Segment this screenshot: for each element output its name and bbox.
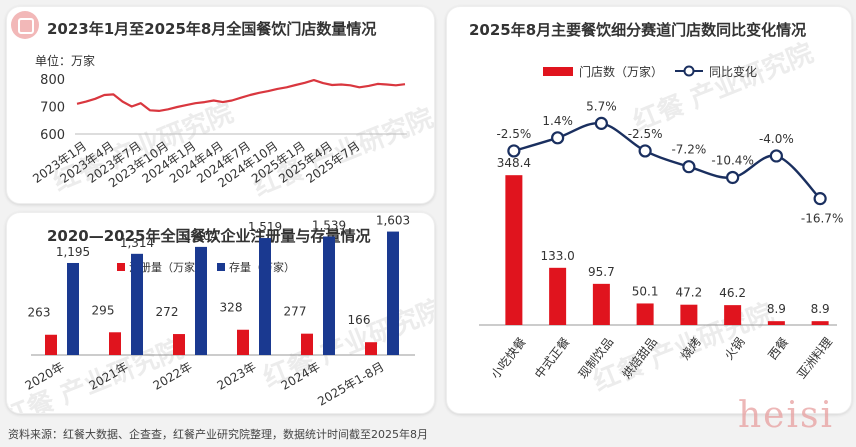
- bar-data-label: 348.4: [497, 156, 531, 170]
- x-tick-label: 火锅: [721, 334, 748, 362]
- line-data-label: -2.5%: [628, 127, 663, 141]
- legend-label: 门店数（万家）: [579, 64, 663, 79]
- data-label: 272: [156, 305, 179, 319]
- data-label: 166: [348, 313, 371, 327]
- legend-swatch: [217, 263, 225, 271]
- store-count-bar: [724, 305, 742, 325]
- bar-data-label: 8.9: [811, 302, 830, 316]
- yoy-marker: [726, 170, 740, 185]
- store-count-bar: [505, 175, 523, 325]
- stock-bar: [131, 253, 143, 355]
- registration-stock-bar-chart: 注册量（万家）存量（万家）2631,1952020年2951,3142021年2…: [23, 214, 415, 409]
- segment-combo-chart: 门店数（万家） 同比变化 348.4 小吃快餐 133.0 中式正餐 95.7 现制饮品 50.…: [479, 64, 843, 381]
- chart1-title: 2023年1月至2025年8月全国餐饮门店数量情况: [47, 20, 377, 38]
- store-count-bar: [811, 321, 829, 325]
- y-tick-label: 600: [40, 128, 65, 143]
- store-count-line-chart: 单位：万家8007006002023年1月2023年4月2023年7月2023年…: [30, 53, 407, 190]
- line-data-label: -16.7%: [801, 212, 843, 226]
- data-label: 1,314: [120, 236, 154, 250]
- x-tick-label: 烧烤: [677, 334, 704, 362]
- chart3-title: 2025年8月主要餐饮细分赛道门店数同比变化情况: [469, 21, 807, 39]
- chart2-title: 2020—2025年全国餐饮企业注册量与存量情况: [47, 227, 371, 245]
- stock-bar: [323, 236, 335, 355]
- registration-bar: [109, 332, 121, 355]
- store-count-bar: [767, 321, 785, 325]
- data-label: 295: [92, 303, 115, 317]
- registration-stock-card: 红餐 产业研究院 红餐 产业研究院 2020—2025年全国餐饮企业注册量与存量…: [6, 212, 435, 414]
- x-tick-label: 2020年: [23, 359, 67, 392]
- x-tick-label: 2025年1-8月: [315, 359, 386, 408]
- yoy-marker: [507, 144, 521, 158]
- x-tick-label: 2022年: [151, 359, 195, 392]
- line-data-label: -7.2%: [671, 143, 706, 157]
- x-tick-label: 2021年: [87, 359, 131, 392]
- data-label: 328: [220, 301, 243, 315]
- store-count-bar: [680, 304, 698, 325]
- yoy-marker: [551, 131, 565, 145]
- legend-label: 同比变化: [709, 64, 757, 79]
- hongcan-logo-icon: [11, 11, 39, 39]
- bar-data-label: 50.1: [632, 284, 659, 298]
- yoy-marker: [638, 144, 652, 158]
- yoy-marker: [594, 116, 608, 130]
- bar-data-label: 133.0: [540, 249, 574, 263]
- data-label: 263: [28, 306, 51, 320]
- store-count-bar: [549, 267, 567, 325]
- registration-bar: [365, 342, 377, 355]
- legend-swatch: [117, 263, 125, 271]
- line-data-label: -10.4%: [711, 153, 753, 167]
- bar-data-label: 8.9: [767, 302, 786, 316]
- registration-bar: [301, 333, 313, 355]
- x-tick-label: 亚洲料理: [794, 335, 835, 381]
- stock-bar: [387, 231, 399, 355]
- line-data-label: 5.7%: [586, 99, 617, 113]
- bar-data-label: 95.7: [588, 265, 615, 279]
- line-data-label: 1.4%: [542, 114, 573, 128]
- x-tick-label: 西餐: [765, 334, 792, 362]
- store-count-bar: [592, 283, 610, 325]
- stock-bar: [195, 246, 207, 355]
- corner-watermark: heisi: [738, 395, 834, 436]
- data-label: 1,404: [184, 229, 218, 243]
- yoy-marker: [682, 160, 696, 174]
- unit-label: 单位：万家: [35, 53, 95, 68]
- legend-swatch-marker: [683, 65, 695, 77]
- registration-bar: [173, 334, 185, 355]
- stock-bar: [67, 262, 79, 355]
- yoy-marker: [813, 192, 827, 206]
- data-label: 1,539: [312, 218, 346, 232]
- yoy-marker: [769, 149, 783, 163]
- bar-data-label: 46.2: [719, 286, 746, 300]
- registration-bar: [237, 329, 249, 355]
- registration-bar: [45, 334, 57, 355]
- line-data-label: -2.5%: [496, 127, 531, 141]
- line-data-label: -4.0%: [759, 132, 794, 146]
- x-tick-label: 2024年: [279, 359, 323, 392]
- bar-data-label: 47.2: [676, 286, 703, 300]
- data-label: 277: [284, 305, 307, 319]
- data-source-note: 资料来源：红餐大数据、企查查，红餐产业研究院整理，数据统计时间截至2025年8月: [8, 428, 428, 441]
- store-count-line: [76, 79, 406, 112]
- data-label: 1,603: [376, 214, 410, 228]
- data-label: 1,519: [248, 220, 282, 234]
- x-tick-label: 烘焙甜品: [619, 334, 660, 381]
- store-count-trend-card: 红餐 产业研究院 红餐 产业研究院 2023年1月至2025年8月全国餐饮门店数…: [6, 6, 435, 204]
- store-count-bar: [636, 303, 654, 325]
- y-tick-label: 800: [40, 73, 65, 88]
- stock-bar: [259, 238, 271, 355]
- data-label: 1,195: [56, 245, 90, 259]
- x-tick-label: 小吃快餐: [487, 334, 528, 381]
- x-tick-label: 2023年: [215, 359, 259, 392]
- legend-label: 注册量（万家）: [129, 260, 206, 274]
- x-tick-label: 中式正餐: [531, 334, 572, 381]
- legend-swatch-bar: [543, 67, 573, 76]
- y-tick-label: 700: [40, 101, 65, 116]
- x-tick-label: 现制饮品: [576, 335, 617, 381]
- segment-change-card: 红餐 产业研究院 红餐 产业研究院 2025年8月主要餐饮细分赛道门店数同比变化…: [446, 6, 852, 414]
